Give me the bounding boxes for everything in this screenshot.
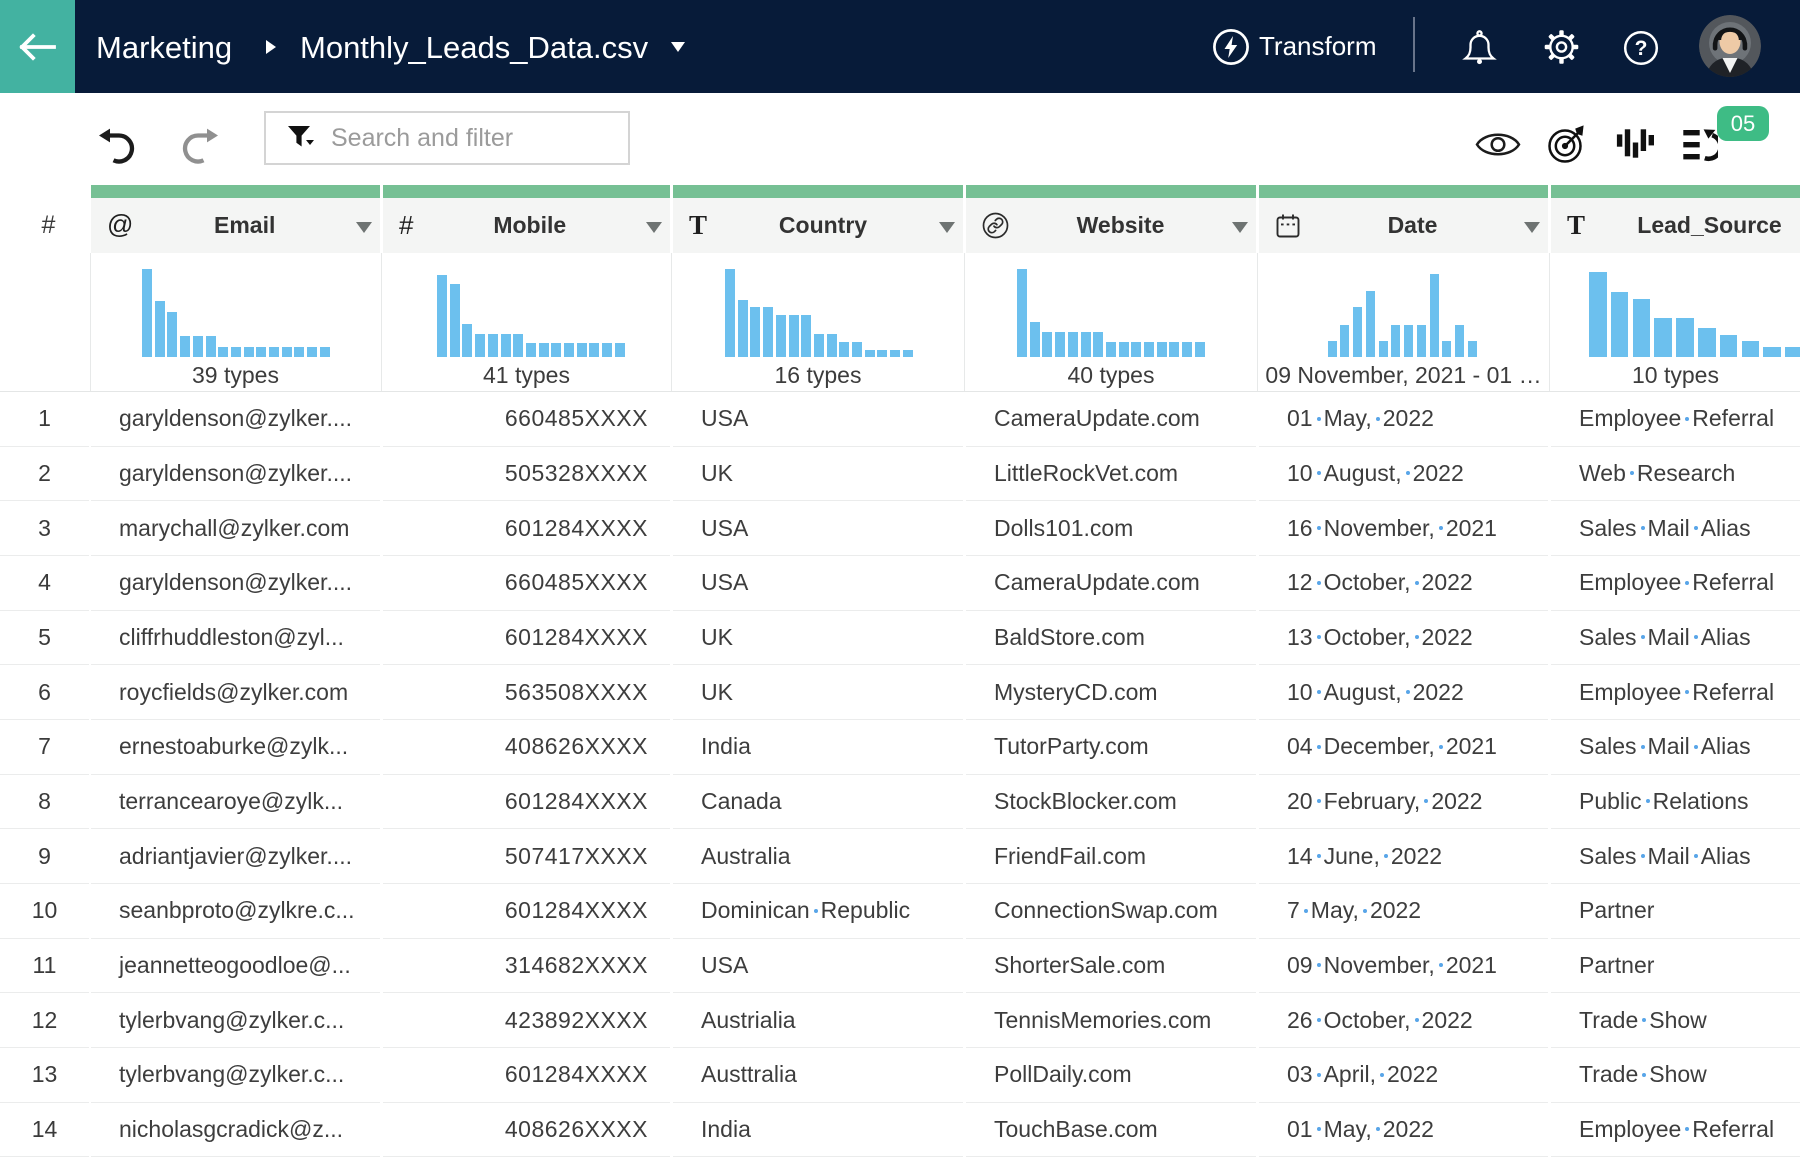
svg-text:?: ? xyxy=(1635,37,1648,60)
